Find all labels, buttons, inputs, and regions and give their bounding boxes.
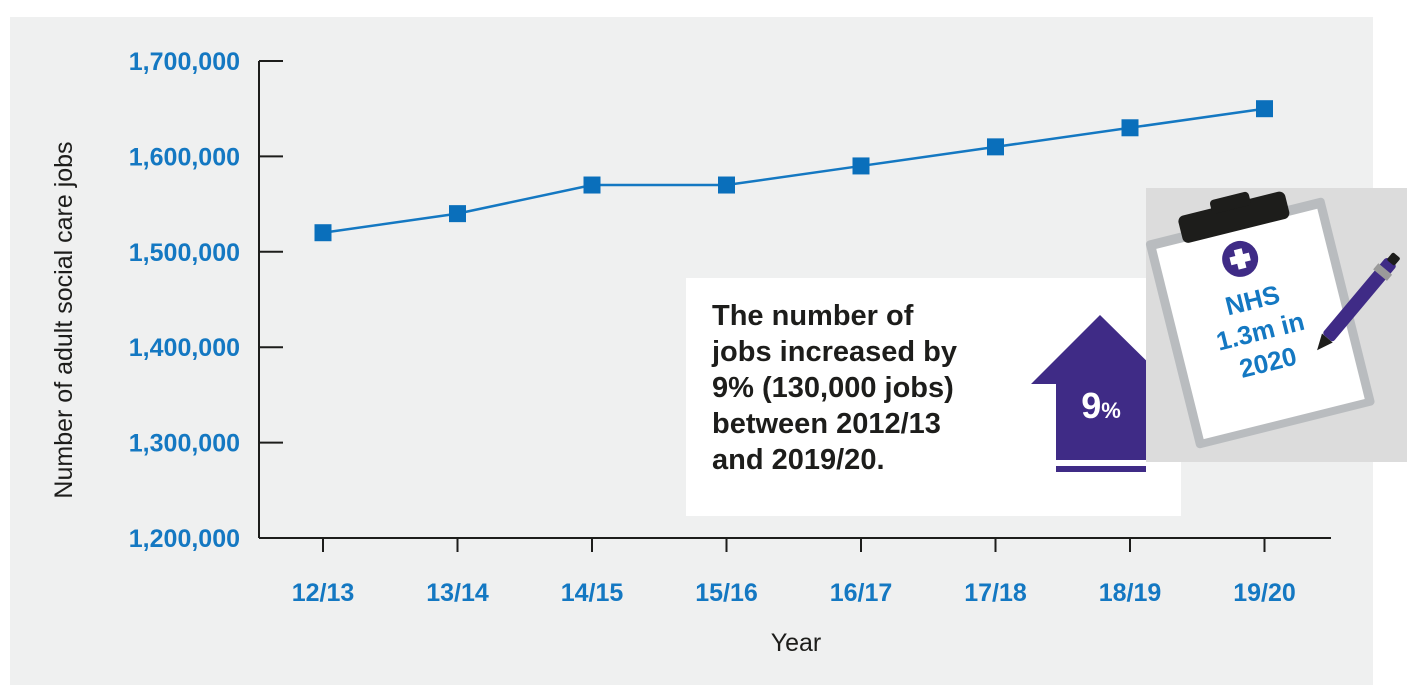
- series-polyline: [322, 107, 1265, 234]
- x-tick-label: 15/16: [695, 579, 758, 607]
- y-axis: 1,200,000 1,300,000 1,400,000 1,500,000 1,60…: [129, 48, 283, 553]
- x-tick-label: 14/15: [561, 579, 624, 607]
- y-tick-label: 1,200,000: [129, 525, 240, 553]
- y-axis-title: Number of adult social care jobs: [50, 141, 78, 498]
- y-tick-label: 1,600,000: [129, 143, 240, 171]
- data-point: [314, 224, 332, 242]
- data-point: [852, 157, 870, 175]
- data-point: [583, 176, 601, 194]
- data-point: [718, 176, 735, 194]
- x-tick-label: 17/18: [964, 579, 1027, 607]
- x-tick-label: 19/20: [1233, 579, 1296, 607]
- callout-text: The number of jobs increased by 9% (130,…: [712, 300, 957, 476]
- clipboard-panel: [1146, 188, 1407, 462]
- x-axis-title: Year: [771, 629, 822, 657]
- x-tick-label: 13/14: [426, 579, 489, 607]
- data-point: [987, 138, 1004, 156]
- x-tick-label: 16/17: [830, 579, 893, 607]
- y-tick-label: 1,700,000: [129, 48, 240, 76]
- y-tick-label: 1,400,000: [129, 334, 240, 362]
- y-tick-label: 1,300,000: [129, 430, 240, 458]
- data-point: [1256, 100, 1273, 118]
- data-point: [1121, 119, 1139, 137]
- series-line: [314, 100, 1273, 242]
- x-tick-label: 12/13: [292, 579, 355, 607]
- x-tick-label: 18/19: [1099, 579, 1162, 607]
- data-point: [449, 205, 466, 223]
- y-tick-label: 1,500,000: [129, 239, 240, 267]
- x-axis: 12/13 13/14 14/15 15/16 16/17 17/18 18/19 19/20: [259, 537, 1331, 607]
